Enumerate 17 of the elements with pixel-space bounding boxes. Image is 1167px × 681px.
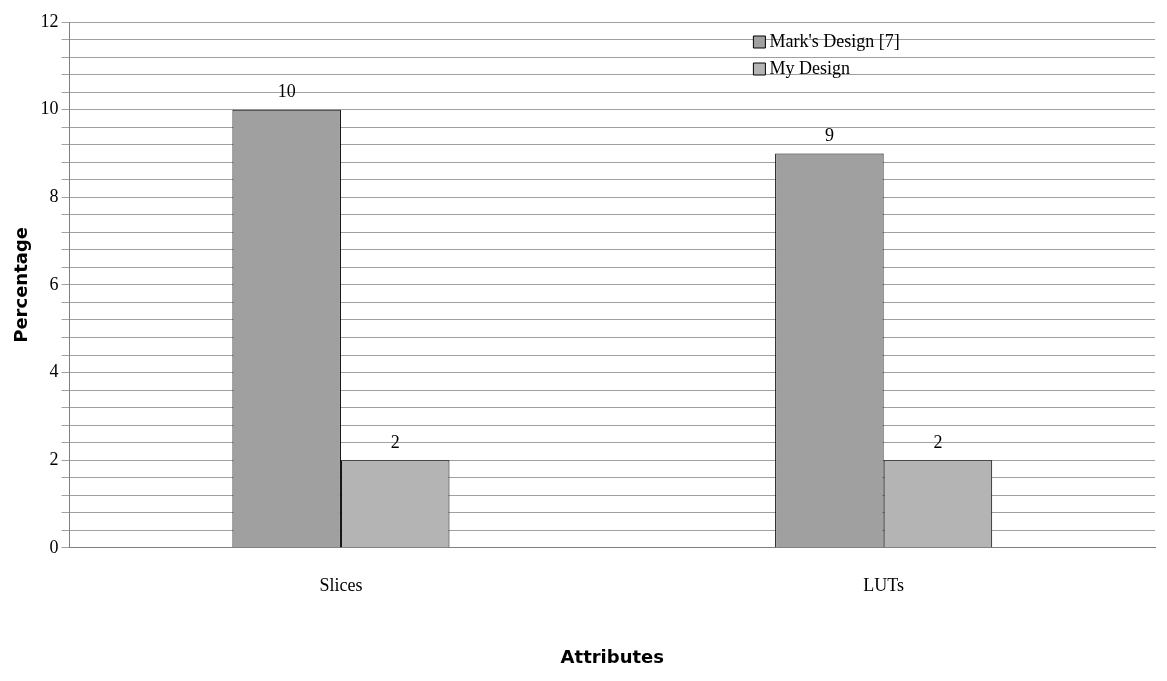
y-tick-label: 10 [40,98,59,119]
y-tick-label: 0 [49,536,59,557]
data-label: 2 [390,431,400,452]
legend-label: Mark's Design [7] [769,30,900,51]
y-tick-label: 6 [49,273,59,294]
data-label: 9 [824,125,834,146]
x-tick-label: Slices [319,575,363,596]
data-label: 2 [933,431,943,452]
y-tick-label: 8 [49,186,59,206]
y-tick-label: 12 [40,10,59,31]
data-label: 10 [277,81,296,102]
legend-label: My Design [769,57,850,78]
x-axis-title: Attributes [560,645,665,667]
x-tick-label: LUTs [863,575,905,596]
y-tick-label: 4 [49,361,59,382]
y-tick-label: 2 [49,448,59,469]
y-axis-title: Percentage [10,226,32,343]
